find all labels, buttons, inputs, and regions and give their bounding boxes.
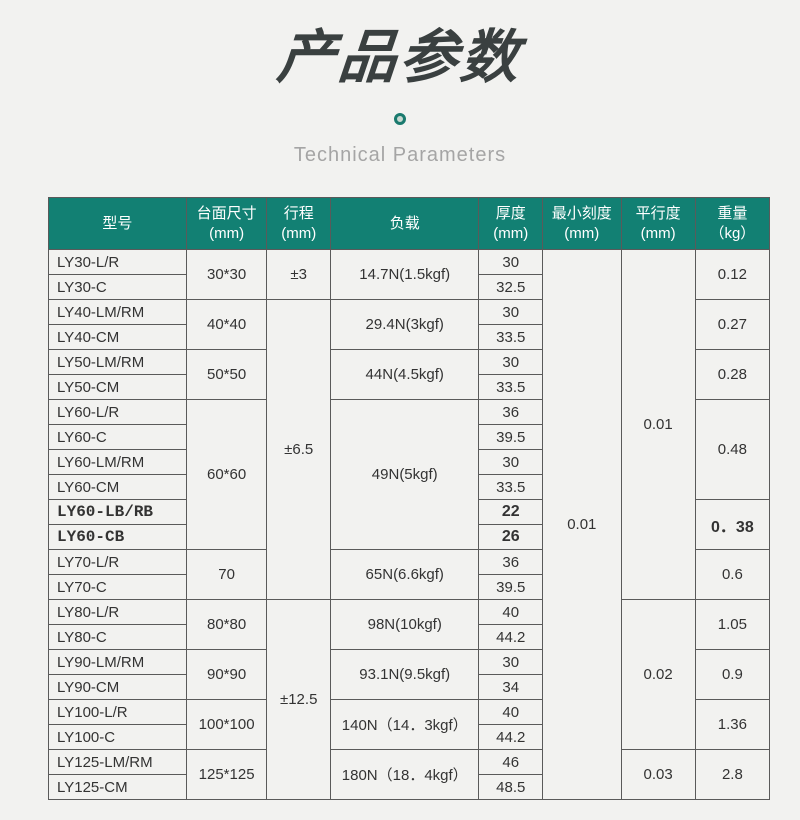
cell-thick: 44.2 — [479, 625, 543, 650]
cell-thick: 30 — [479, 300, 543, 325]
cell-load: 65N(6.6kgf) — [331, 550, 479, 600]
cell-stroke: ±12.5 — [267, 600, 331, 800]
cell-size: 60*60 — [186, 400, 267, 550]
cell-thick: 39.5 — [479, 425, 543, 450]
cell-size: 30*30 — [186, 250, 267, 300]
cell-model: LY90-CM — [49, 675, 187, 700]
cell-thick: 33.5 — [479, 475, 543, 500]
header-row: 型号 台面尺寸(mm) 行程(mm) 负载 厚度(mm) 最小刻度(mm) 平行… — [49, 198, 770, 250]
cell-thick: 36 — [479, 400, 543, 425]
cell-weight: 2.8 — [695, 750, 769, 800]
header-weight: 重量（kg） — [695, 198, 769, 250]
cell-model: LY90-LM/RM — [49, 650, 187, 675]
cell-thick: 39.5 — [479, 575, 543, 600]
cell-model: LY60-C — [49, 425, 187, 450]
cell-thick: 32.5 — [479, 275, 543, 300]
cell-model: LY70-L/R — [49, 550, 187, 575]
cell-load: 29.4N(3kgf) — [331, 300, 479, 350]
header-para: 平行度(mm) — [621, 198, 695, 250]
header-stroke: 行程(mm) — [267, 198, 331, 250]
cell-model: LY30-L/R — [49, 250, 187, 275]
cell-thick: 40 — [479, 600, 543, 625]
cell-model: LY60-LM/RM — [49, 450, 187, 475]
header-scale: 最小刻度(mm) — [543, 198, 621, 250]
cell-load: 44N(4.5kgf) — [331, 350, 479, 400]
header-thick: 厚度(mm) — [479, 198, 543, 250]
cell-model: LY30-C — [49, 275, 187, 300]
cell-model: LY125-LM/RM — [49, 750, 187, 775]
cell-weight: 0.12 — [695, 250, 769, 300]
cell-thick: 30 — [479, 350, 543, 375]
cell-load: 140N（14．3kgf） — [331, 700, 479, 750]
header-size: 台面尺寸(mm) — [186, 198, 267, 250]
cell-thick: 48.5 — [479, 775, 543, 800]
cell-weight: 0.28 — [695, 350, 769, 400]
cell-thick: 33.5 — [479, 325, 543, 350]
cell-model: LY50-LM/RM — [49, 350, 187, 375]
cell-load: 14.7N(1.5kgf) — [331, 250, 479, 300]
cell-weight: 0.27 — [695, 300, 769, 350]
cell-thick: 30 — [479, 450, 543, 475]
cell-size: 80*80 — [186, 600, 267, 650]
table-row: LY30-L/R 30*30 ±3 14.7N(1.5kgf) 30 0.01 … — [49, 250, 770, 275]
cell-model: LY100-L/R — [49, 700, 187, 725]
cell-load: 49N(5kgf) — [331, 400, 479, 550]
table-row: LY80-L/R 80*80 ±12.5 98N(10kgf) 40 0.02 … — [49, 600, 770, 625]
cell-size: 50*50 — [186, 350, 267, 400]
cell-size: 100*100 — [186, 700, 267, 750]
cell-thick: 40 — [479, 700, 543, 725]
cell-weight: 1.36 — [695, 700, 769, 750]
cell-load: 180N（18．4kgf） — [331, 750, 479, 800]
cell-thick: 30 — [479, 650, 543, 675]
cell-size: 125*125 — [186, 750, 267, 800]
header-model: 型号 — [49, 198, 187, 250]
cell-weight: 0.48 — [695, 400, 769, 500]
cell-model: LY60-CM — [49, 475, 187, 500]
cell-weight: 0．38 — [695, 500, 769, 550]
main-title: 产品参数 — [0, 10, 800, 94]
cell-model: LY60-L/R — [49, 400, 187, 425]
cell-model: LY60-CB — [49, 525, 187, 550]
cell-weight: 0.6 — [695, 550, 769, 600]
cell-thick: 26 — [479, 525, 543, 550]
header-load: 负载 — [331, 198, 479, 250]
cell-model: LY80-L/R — [49, 600, 187, 625]
parameters-table-wrap: 型号 台面尺寸(mm) 行程(mm) 负载 厚度(mm) 最小刻度(mm) 平行… — [0, 197, 800, 820]
cell-model: LY50-CM — [49, 375, 187, 400]
cell-model: LY100-C — [49, 725, 187, 750]
cell-model: LY70-C — [49, 575, 187, 600]
cell-thick: 30 — [479, 250, 543, 275]
cell-thick: 34 — [479, 675, 543, 700]
cell-size: 70 — [186, 550, 267, 600]
cell-thick: 44.2 — [479, 725, 543, 750]
cell-thick: 33.5 — [479, 375, 543, 400]
subtitle: Technical Parameters — [0, 144, 800, 167]
cell-weight: 0.9 — [695, 650, 769, 700]
cell-size: 40*40 — [186, 300, 267, 350]
cell-stroke: ±6.5 — [267, 300, 331, 600]
cell-para: 0.02 — [621, 600, 695, 750]
cell-para: 0.01 — [621, 250, 695, 600]
cell-thick: 22 — [479, 500, 543, 525]
table-row: LY125-LM/RM 125*125 180N（18．4kgf） 46 0.0… — [49, 750, 770, 775]
cell-model: LY40-CM — [49, 325, 187, 350]
cell-load: 98N(10kgf) — [331, 600, 479, 650]
cell-para: 0.03 — [621, 750, 695, 800]
decoration — [0, 112, 800, 130]
cell-thick: 46 — [479, 750, 543, 775]
cell-scale: 0.01 — [543, 250, 621, 800]
cell-thick: 36 — [479, 550, 543, 575]
cell-load: 93.1N(9.5kgf) — [331, 650, 479, 700]
cell-weight: 1.05 — [695, 600, 769, 650]
parameters-table: 型号 台面尺寸(mm) 行程(mm) 负载 厚度(mm) 最小刻度(mm) 平行… — [48, 197, 770, 800]
cell-stroke: ±3 — [267, 250, 331, 300]
cell-model: LY60-LB/RB — [49, 500, 187, 525]
cell-model: LY40-LM/RM — [49, 300, 187, 325]
cell-size: 90*90 — [186, 650, 267, 700]
cell-model: LY80-C — [49, 625, 187, 650]
cell-model: LY125-CM — [49, 775, 187, 800]
